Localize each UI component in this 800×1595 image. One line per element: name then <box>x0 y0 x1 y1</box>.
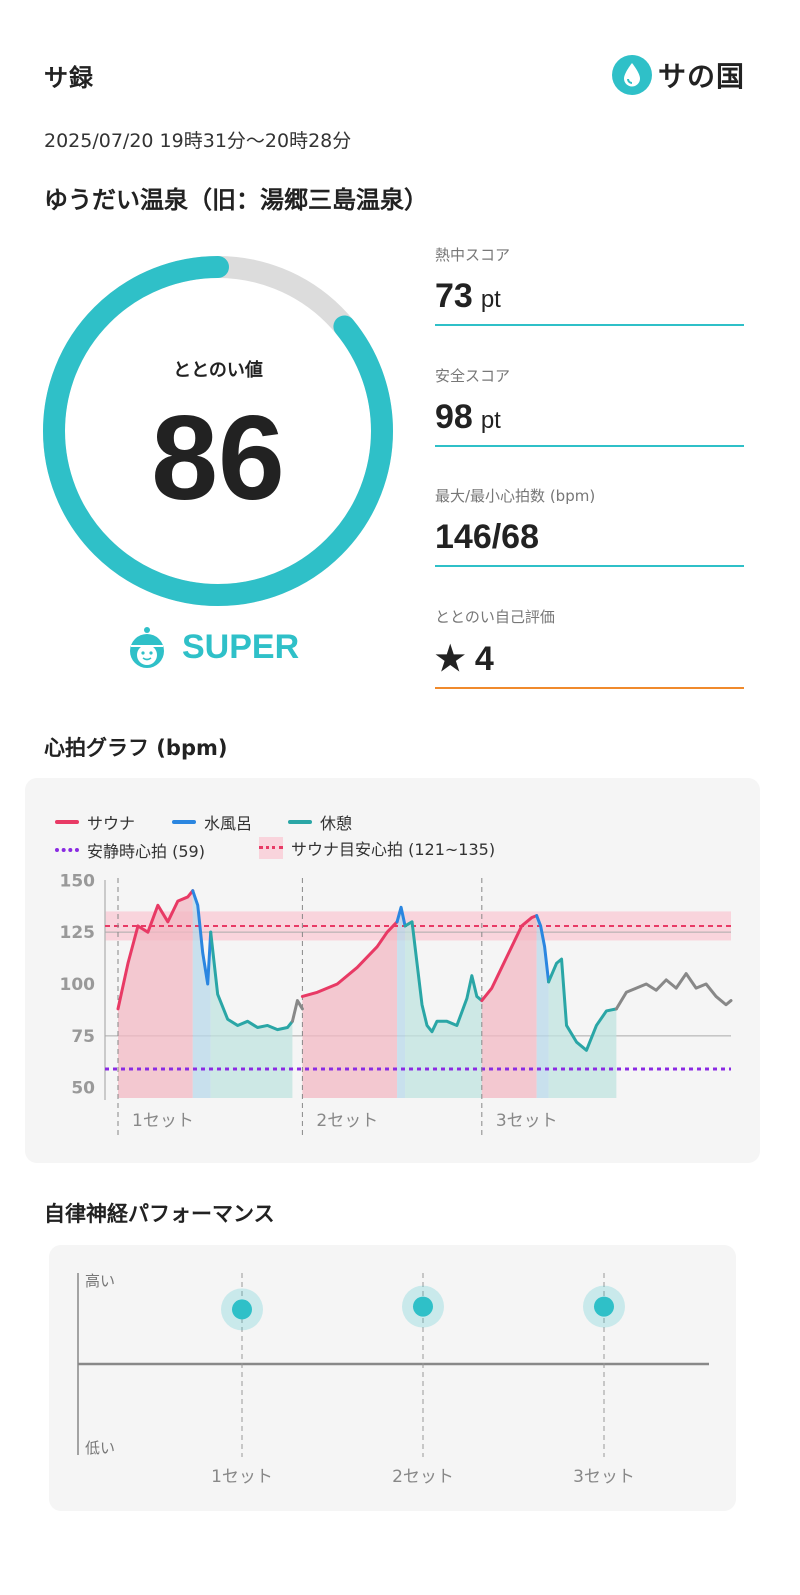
performance-point <box>232 1299 252 1320</box>
brand-logo-text: サの国 <box>658 60 746 93</box>
rank-badge: SUPER <box>124 624 299 670</box>
hr-series-rest <box>209 930 294 1032</box>
y-tick-label: 50 <box>71 1079 95 1099</box>
legend-swatch <box>288 820 312 824</box>
set-label: 2セット <box>316 1111 378 1131</box>
stat-underline <box>435 565 744 567</box>
phase-area-rest <box>210 932 293 1098</box>
y-tick-label: 75 <box>71 1027 95 1047</box>
y-tick-label: 125 <box>60 923 96 943</box>
axis-label-low: 低い <box>85 1439 115 1457</box>
stat-label: ととのい自己評価 <box>435 608 555 626</box>
water-drop-icon <box>612 55 652 95</box>
hr-series-sauna <box>480 914 539 1003</box>
legend-swatch <box>55 820 79 824</box>
legend-resting-hr: 安静時心拍 (59) <box>55 838 205 862</box>
stat-value: 146/68 <box>435 518 539 556</box>
set-label: 2セット <box>392 1467 454 1487</box>
y-tick-label: 100 <box>60 975 96 995</box>
set-label: 3セット <box>573 1467 635 1487</box>
legend-rest: 休憩 <box>288 810 352 834</box>
legend-sauna: サウナ <box>55 810 135 834</box>
stat-value: 98 pt <box>435 398 501 436</box>
session-datetime: 2025/07/20 19時31分〜20時28分 <box>44 130 352 152</box>
phase-area-rest <box>548 959 617 1098</box>
legend-target-hr: サウナ目安心拍 (121~135) <box>259 836 495 860</box>
stat-value: 73 pt <box>435 277 501 315</box>
gauge-fill <box>43 256 393 606</box>
facility-name: ゆうだい温泉（旧：湯郷三島温泉） <box>44 186 428 214</box>
stat-heat-score: 熱中スコア 73 pt <box>435 244 744 326</box>
legend-label: 安静時心拍 (59) <box>87 842 205 861</box>
hr-series-cold-bath <box>395 905 407 928</box>
stat-safety-score: 安全スコア 98 pt <box>435 365 744 447</box>
legend-label: 水風呂 <box>204 814 253 833</box>
autonomic-chart: 低い 1セット 2セット 3セット 高い <box>77 1272 709 1487</box>
sauna-hat-mascot-icon <box>130 627 164 668</box>
stat-label: 熱中スコア <box>435 246 511 264</box>
legend-swatch <box>172 820 196 824</box>
legend-swatch <box>259 837 283 859</box>
phase-area-sauna <box>118 890 193 1098</box>
hr-series-sauna <box>300 920 399 998</box>
legend-cold-bath: 水風呂 <box>172 810 252 834</box>
stat-underline <box>435 445 744 447</box>
legend-label: 休憩 <box>320 814 353 833</box>
stat-underline <box>435 324 744 326</box>
set-label: 1セット <box>132 1111 194 1131</box>
phase-area-rest <box>405 921 482 1098</box>
legend-swatch <box>55 848 79 852</box>
performance-point <box>413 1296 433 1317</box>
hr-series-other <box>290 999 304 1023</box>
legend-label: サウナ目安心拍 (121~135) <box>291 840 496 859</box>
stat-value: ★ 4 <box>435 640 494 678</box>
stat-heart-rate-range: 最大/最小心拍数 (bpm) 146/68 <box>435 485 744 567</box>
app-title: サ録 <box>44 64 94 92</box>
gauge-label: ととのい値 <box>173 360 263 381</box>
y-tick-label: 150 <box>60 871 96 891</box>
totonoi-gauge <box>43 256 393 606</box>
hr-series-other <box>614 972 733 1011</box>
autonomic-card <box>49 1245 736 1511</box>
heart-rate-title: 心拍グラフ (bpm) <box>44 736 228 760</box>
hr-series-cold-bath <box>535 914 551 984</box>
phase-area-cold-bath <box>192 890 211 1098</box>
hr-series-rest <box>547 957 618 1052</box>
phase-area-sauna <box>481 915 537 1098</box>
axis-label-high: 高い <box>85 1272 115 1290</box>
hr-series-sauna <box>116 889 195 1011</box>
set-label: 3セット <box>496 1111 558 1131</box>
set-label: 1セット <box>211 1467 273 1487</box>
stat-self-rating: ととのい自己評価 ★ 4 <box>435 606 744 689</box>
stat-label: 最大/最小心拍数 (bpm) <box>435 487 596 505</box>
performance-point <box>594 1296 614 1317</box>
brand-logo: サの国 <box>612 55 745 95</box>
totonoi-value: 86 <box>151 391 285 525</box>
stat-label: 安全スコア <box>435 367 511 385</box>
hr-series-rest <box>403 920 484 1034</box>
phase-area-cold-bath <box>397 907 406 1098</box>
rank-label: SUPER <box>182 627 300 666</box>
stat-underline <box>435 687 744 689</box>
phase-area-sauna <box>302 921 398 1098</box>
heart-rate-chart: 150 125 100 75 50 1セット 2セット 3セット <box>60 871 733 1136</box>
autonomic-title: 自律神経パフォーマンス <box>44 1202 275 1226</box>
hr-series-cold-bath <box>191 889 213 986</box>
legend-label: サウナ <box>87 814 136 833</box>
